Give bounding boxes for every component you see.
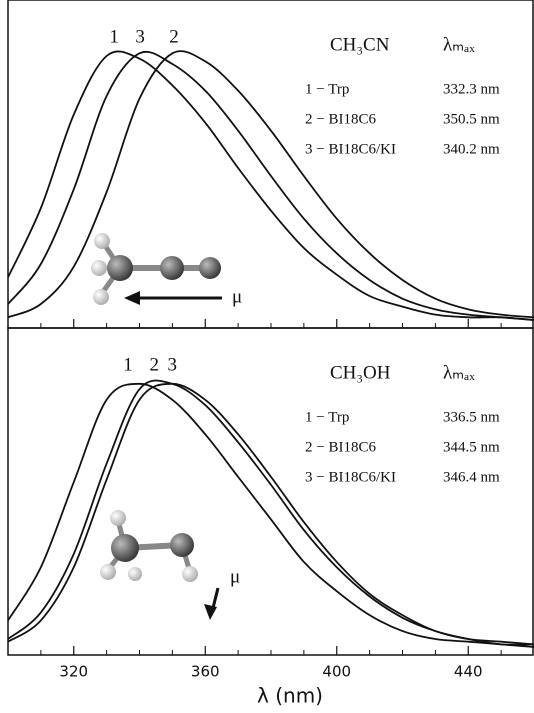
figure: λ (nm) 132CH₃CNλₘₐₓ1 − Trp332.3 nm2 − BI… (0, 0, 534, 713)
dipole-label: μ (232, 286, 242, 307)
legend-entry: 2 − BI18C6 (305, 111, 376, 127)
lambda-header: λₘₐₓ (443, 34, 475, 55)
x-axis-label: λ (nm) (257, 684, 323, 708)
lambda-max-label: 346.4 nm (443, 469, 500, 485)
lambda-max-label: 336.5 nm (443, 409, 500, 425)
x-tick-label: 360 (191, 663, 220, 681)
molecule-ch3cn (91, 233, 222, 305)
legend-entry: 3 − BI18C6/KI (305, 141, 396, 157)
lambda-max-label: 344.5 nm (443, 439, 500, 455)
solvent-label: CH₃CN (330, 34, 390, 55)
lambda-header: λₘₐₓ (443, 362, 475, 383)
peak-label: 2 (169, 26, 179, 47)
legend-entry: 1 − Trp (305, 409, 349, 425)
lambda-max-label: 340.2 nm (443, 141, 500, 157)
lambda-max-label: 332.3 nm (443, 81, 500, 97)
peak-label: 1 (123, 354, 133, 375)
peak-label: 3 (168, 354, 178, 375)
x-tick-label: 400 (322, 663, 351, 681)
legend-entry: 3 − BI18C6/KI (305, 469, 396, 485)
legend-entry: 1 − Trp (305, 81, 349, 97)
peak-label: 3 (135, 26, 145, 47)
legend-entry: 2 − BI18C6 (305, 439, 376, 455)
peak-label: 2 (150, 354, 160, 375)
solvent-label: CH₃OH (330, 362, 391, 383)
x-tick-label: 440 (454, 663, 483, 681)
peak-label: 1 (109, 26, 119, 47)
dipole-label: μ (230, 566, 240, 587)
lambda-max-label: 350.5 nm (443, 111, 500, 127)
x-tick-label: 320 (59, 663, 88, 681)
molecule-ch3oh (100, 510, 218, 620)
